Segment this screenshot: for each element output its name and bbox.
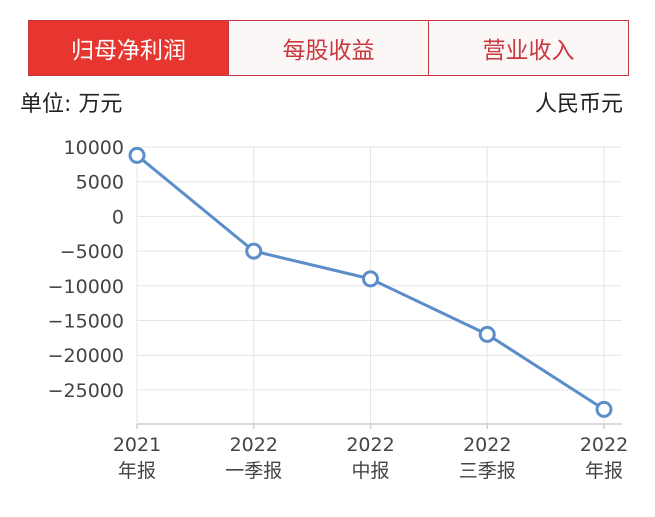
data-point — [595, 400, 613, 418]
x-tick-label-year: 2022 — [230, 434, 278, 456]
x-tick-label-year: 2021 — [113, 434, 161, 456]
x-tick-label-period: 年报 — [118, 460, 156, 482]
y-tick-label: 5000 — [76, 172, 124, 194]
x-tick-label-period: 三季报 — [459, 460, 516, 482]
data-point — [128, 146, 146, 164]
x-tick-label-period: 一季报 — [225, 460, 282, 482]
tab-net-profit[interactable]: 归母净利润 — [29, 21, 228, 75]
y-tick-label: −15000 — [48, 311, 124, 333]
data-point — [478, 325, 496, 343]
tab-revenue[interactable]: 营业收入 — [428, 21, 628, 75]
y-tick-label: 10000 — [64, 137, 124, 159]
x-tick-label-period: 年报 — [585, 460, 623, 482]
y-tick-label: −25000 — [48, 380, 124, 402]
unit-label: 单位: 万元 — [20, 92, 123, 117]
metric-tabs: 归母净利润 每股收益 营业收入 — [28, 20, 629, 76]
currency-label: 人民币元 — [534, 92, 623, 117]
x-tick-label-period: 中报 — [351, 460, 389, 482]
x-tick-label-year: 2022 — [346, 434, 394, 456]
tab-eps[interactable]: 每股收益 — [228, 21, 428, 75]
data-point — [245, 242, 263, 260]
y-tick-label: 0 — [112, 206, 124, 228]
y-tick-label: −5000 — [60, 241, 124, 263]
x-tick-label-year: 2022 — [463, 434, 511, 456]
y-tick-label: −10000 — [48, 276, 124, 298]
data-point — [362, 270, 379, 288]
x-tick-label-year: 2022 — [580, 434, 628, 456]
y-tick-label: −20000 — [48, 345, 124, 367]
